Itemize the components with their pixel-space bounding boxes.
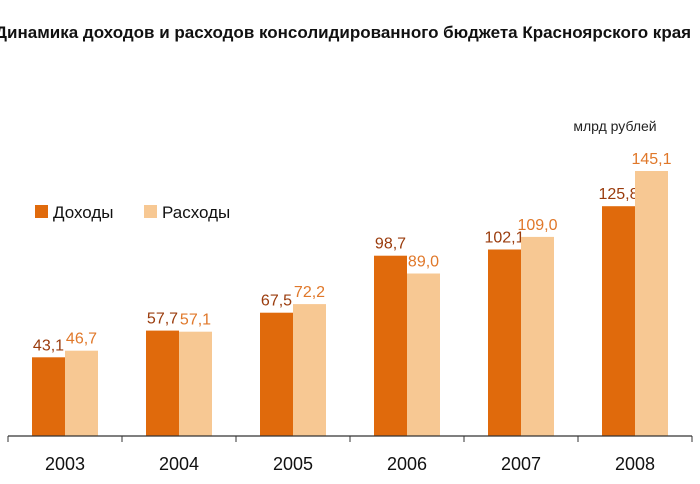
legend-swatch-income: [35, 205, 48, 218]
x-tick-label-2004: 2004: [159, 454, 199, 474]
x-tick-label-2007: 2007: [501, 454, 541, 474]
bar-expense-2005: [293, 304, 326, 436]
data-label-expense-2005: 72,2: [294, 284, 325, 301]
bar-expense-2006: [407, 273, 440, 436]
bar-income-2003: [32, 357, 65, 436]
data-label-expense-2003: 46,7: [66, 331, 97, 348]
bar-income-2006: [374, 255, 407, 436]
legend-label-income: Доходы: [53, 203, 114, 222]
bar-expense-2008: [635, 171, 668, 436]
unit-label: млрд рублей: [573, 118, 656, 134]
legend-label-expense: Расходы: [162, 203, 230, 222]
data-label-expense-2007: 109,0: [517, 217, 557, 234]
bar-expense-2004: [179, 331, 212, 436]
data-label-income-2004: 57,7: [147, 311, 178, 328]
bar-income-2007: [488, 249, 521, 436]
data-label-income-2003: 43,1: [33, 337, 64, 354]
plot-area: 43,1 46,7 57,7 57,1 67,572,2 98,789,0 102,1109…: [32, 151, 672, 436]
bar-income-2004: [146, 330, 179, 436]
legend-swatch-expense: [144, 205, 157, 218]
data-label-expense-2004: 57,1: [180, 312, 211, 329]
x-tick-label-2003: 2003: [45, 454, 85, 474]
bar-income-2008: [602, 206, 635, 436]
legend: Доходы Расходы: [35, 203, 230, 222]
data-label-expense-2008: 145,1: [631, 151, 671, 168]
bar-expense-2003: [65, 350, 98, 436]
x-tick-label-2005: 2005: [273, 454, 313, 474]
bar-expense-2007: [521, 236, 554, 436]
data-label-expense-2006: 89,0: [408, 254, 439, 271]
data-label-income-2007: 102,1: [484, 230, 524, 247]
data-label-income-2006: 98,7: [375, 236, 406, 253]
x-tick-label-2006: 2006: [387, 454, 427, 474]
data-label-income-2008: 125,8: [598, 186, 638, 203]
data-label-income-2005: 67,5: [261, 293, 292, 310]
x-axis-ticks: 2003 2004 2005 2006 2007 2008: [7, 436, 693, 474]
chart-title: Динамика доходов и расходов консолидиров…: [0, 23, 691, 42]
x-tick-label-2008: 2008: [615, 454, 655, 474]
bar-income-2005: [260, 312, 293, 436]
